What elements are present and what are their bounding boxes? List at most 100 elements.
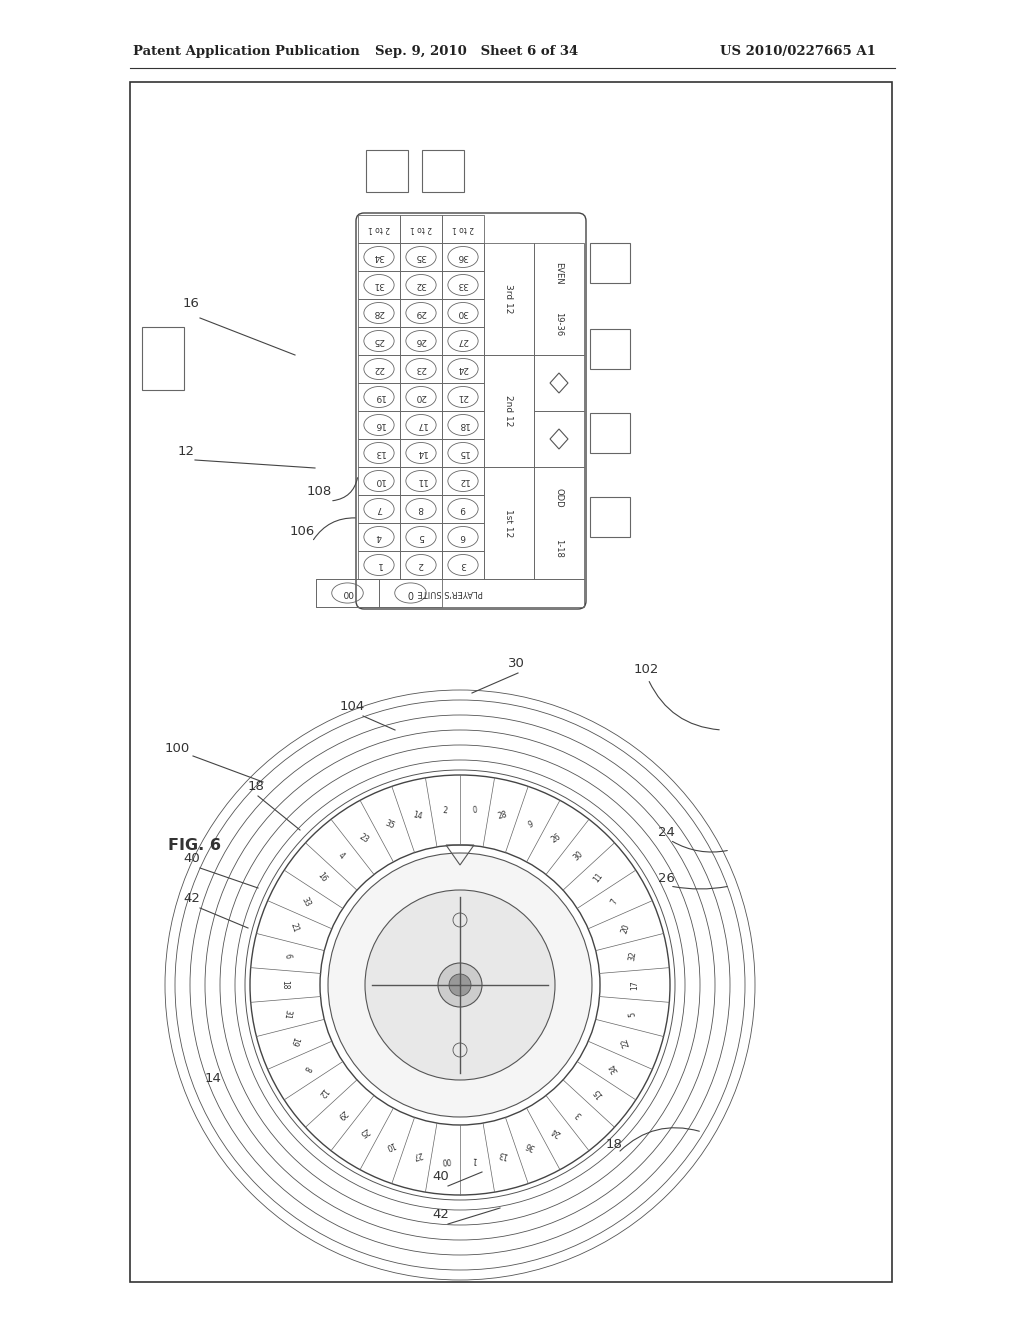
Circle shape bbox=[328, 853, 592, 1117]
Bar bbox=[316, 579, 584, 607]
Bar bbox=[442, 243, 484, 271]
Bar bbox=[442, 355, 484, 383]
Bar bbox=[442, 300, 484, 327]
Bar bbox=[484, 243, 534, 355]
Text: 8: 8 bbox=[301, 1064, 311, 1073]
Bar bbox=[442, 215, 484, 243]
Text: 17: 17 bbox=[416, 421, 427, 429]
Text: 4: 4 bbox=[337, 851, 346, 861]
Bar bbox=[534, 355, 584, 411]
Text: 20: 20 bbox=[620, 923, 632, 935]
Text: 40: 40 bbox=[183, 851, 200, 865]
Text: 33: 33 bbox=[458, 281, 469, 289]
Bar bbox=[590, 243, 630, 282]
Bar bbox=[484, 355, 534, 467]
Text: 10: 10 bbox=[374, 477, 385, 486]
Text: FIG. 6: FIG. 6 bbox=[168, 838, 221, 853]
Text: 25: 25 bbox=[374, 337, 385, 346]
Text: 2: 2 bbox=[442, 807, 449, 816]
Bar bbox=[358, 271, 400, 300]
Text: 6: 6 bbox=[283, 953, 292, 960]
Text: 29: 29 bbox=[335, 1107, 348, 1121]
Text: 21: 21 bbox=[458, 392, 469, 401]
Text: 12: 12 bbox=[315, 1086, 329, 1100]
Bar bbox=[379, 579, 442, 607]
Text: 1st 12: 1st 12 bbox=[505, 510, 513, 537]
Bar bbox=[400, 215, 442, 243]
Bar bbox=[400, 495, 442, 523]
Text: 10: 10 bbox=[384, 1139, 396, 1151]
Text: 15: 15 bbox=[592, 1086, 604, 1100]
Bar bbox=[442, 467, 484, 495]
Bar bbox=[358, 523, 400, 550]
Bar bbox=[400, 440, 442, 467]
Text: 28: 28 bbox=[498, 810, 509, 821]
Text: 21: 21 bbox=[289, 923, 300, 935]
Bar bbox=[400, 355, 442, 383]
Text: 1-18: 1-18 bbox=[555, 539, 563, 557]
Text: 33: 33 bbox=[300, 895, 312, 908]
Text: US 2010/0227665 A1: US 2010/0227665 A1 bbox=[720, 45, 876, 58]
Text: 19-36: 19-36 bbox=[555, 312, 563, 337]
Text: 22: 22 bbox=[374, 364, 385, 374]
Text: 2 to 1: 2 to 1 bbox=[410, 224, 432, 234]
Text: 40: 40 bbox=[432, 1170, 449, 1183]
Text: 9: 9 bbox=[526, 820, 535, 830]
Text: 13: 13 bbox=[498, 1150, 509, 1160]
Text: 19: 19 bbox=[374, 392, 385, 401]
Bar bbox=[442, 440, 484, 467]
Text: 2 to 1: 2 to 1 bbox=[368, 224, 390, 234]
Text: 23: 23 bbox=[416, 364, 427, 374]
Bar bbox=[442, 523, 484, 550]
Text: ODD: ODD bbox=[555, 488, 563, 508]
Bar bbox=[484, 467, 534, 579]
Bar bbox=[534, 467, 584, 579]
Text: 20: 20 bbox=[416, 392, 427, 401]
Text: 26: 26 bbox=[416, 337, 427, 346]
Text: 6: 6 bbox=[460, 532, 466, 541]
Text: 34: 34 bbox=[607, 1061, 621, 1074]
Text: 17: 17 bbox=[631, 981, 640, 990]
Text: 14: 14 bbox=[205, 1072, 222, 1085]
Text: 5: 5 bbox=[418, 532, 424, 541]
Text: 16: 16 bbox=[374, 421, 385, 429]
Bar bbox=[590, 413, 630, 453]
Text: 42: 42 bbox=[432, 1208, 449, 1221]
Text: Sep. 9, 2010   Sheet 6 of 34: Sep. 9, 2010 Sheet 6 of 34 bbox=[375, 45, 579, 58]
Bar bbox=[442, 411, 484, 440]
Bar bbox=[358, 495, 400, 523]
Text: PLAYER'S SUITE: PLAYER'S SUITE bbox=[417, 589, 482, 598]
Text: 32: 32 bbox=[628, 950, 638, 962]
Bar bbox=[442, 495, 484, 523]
Bar bbox=[590, 329, 630, 370]
Text: 24: 24 bbox=[458, 364, 469, 374]
Text: 3: 3 bbox=[573, 1109, 584, 1119]
Bar bbox=[358, 327, 400, 355]
Text: 35: 35 bbox=[383, 818, 396, 830]
Bar bbox=[422, 150, 464, 191]
Text: 3rd 12: 3rd 12 bbox=[505, 284, 513, 314]
Text: 104: 104 bbox=[340, 700, 366, 713]
Bar bbox=[590, 498, 630, 537]
Bar bbox=[358, 467, 400, 495]
Text: 0: 0 bbox=[408, 587, 414, 598]
Bar bbox=[400, 271, 442, 300]
Text: 19: 19 bbox=[289, 1036, 300, 1048]
Text: 29: 29 bbox=[416, 309, 427, 318]
Text: 36: 36 bbox=[524, 1139, 537, 1151]
Text: 27: 27 bbox=[458, 337, 469, 346]
Text: 26: 26 bbox=[658, 873, 675, 884]
Text: 24: 24 bbox=[658, 826, 675, 840]
Text: 102: 102 bbox=[634, 663, 659, 676]
Text: 12: 12 bbox=[178, 445, 195, 458]
Text: 00: 00 bbox=[440, 1155, 451, 1164]
Bar bbox=[358, 411, 400, 440]
Text: 14: 14 bbox=[412, 809, 423, 821]
Circle shape bbox=[438, 964, 482, 1007]
Text: 2: 2 bbox=[418, 561, 424, 569]
Bar bbox=[400, 550, 442, 579]
Bar bbox=[442, 271, 484, 300]
Bar bbox=[358, 215, 400, 243]
Text: 100: 100 bbox=[165, 742, 190, 755]
Text: 9: 9 bbox=[460, 504, 466, 513]
